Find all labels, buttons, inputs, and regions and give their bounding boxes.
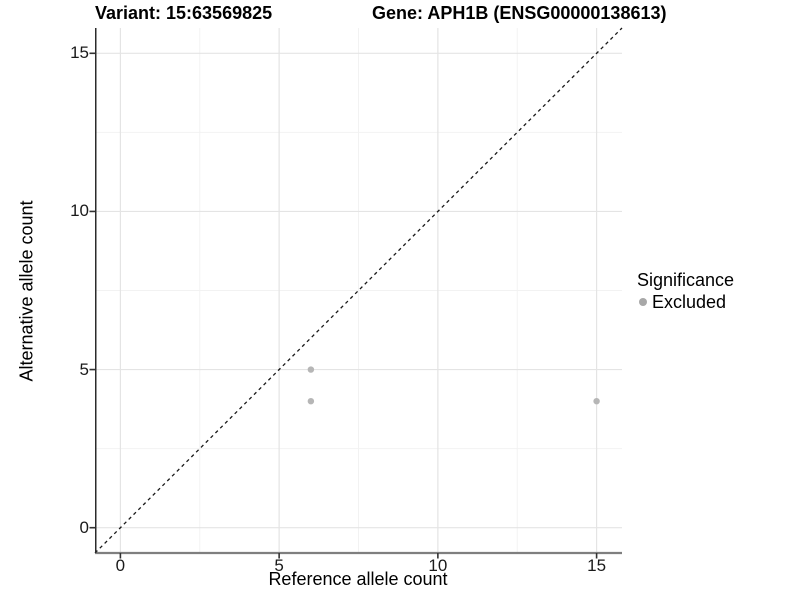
legend: Significance Excluded (637, 270, 734, 312)
variant-title: Variant: 15:63569825 (95, 3, 273, 23)
x-tick-label: 15 (587, 556, 607, 575)
legend-key-dot-icon (639, 298, 647, 306)
chart-canvas (89, 27, 623, 559)
data-point (593, 397, 600, 405)
data-point (307, 366, 315, 373)
y-axis-title: Alternative allele count (16, 200, 37, 382)
legend-item-label: Excluded (652, 291, 727, 312)
gene-title: Gene: APH1B (ENSG00000138613) (372, 3, 667, 23)
y-tick-label: 15 (70, 43, 89, 63)
x-tick-label: 0 (115, 556, 126, 575)
x-axis-title: Reference allele count (268, 569, 448, 589)
y-tick-label: 5 (79, 359, 89, 379)
identity-reference-line (94, 27, 623, 554)
y-tick-label: 10 (70, 201, 89, 221)
legend-item-excluded: Excluded (637, 292, 734, 312)
plot-panel (89, 27, 623, 559)
y-tick-label: 0 (79, 517, 89, 537)
data-point (307, 397, 315, 405)
x-tick-label: 5 (274, 556, 284, 575)
x-tick-label: 10 (428, 556, 448, 575)
legend-title: Significance (637, 270, 735, 290)
